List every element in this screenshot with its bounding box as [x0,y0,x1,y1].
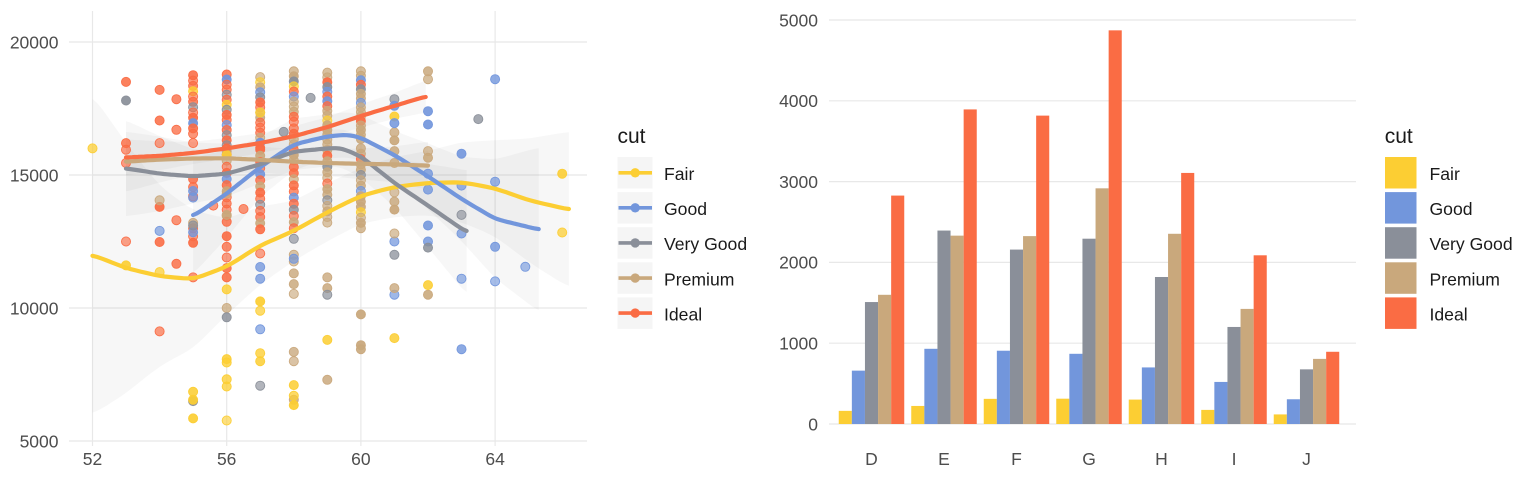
svg-text:Good: Good [1430,199,1473,219]
svg-text:20000: 20000 [10,32,59,52]
svg-text:15000: 15000 [10,165,59,185]
svg-text:Fair: Fair [1430,164,1460,184]
svg-text:56: 56 [217,449,236,469]
svg-text:64: 64 [485,449,505,469]
svg-text:Very Good: Very Good [664,234,747,254]
svg-text:Good: Good [664,199,707,219]
svg-text:52: 52 [83,449,102,469]
svg-text:Premium: Premium [1430,269,1500,289]
svg-text:Ideal: Ideal [664,304,702,324]
svg-text:F: F [1011,449,1022,469]
svg-text:J: J [1302,449,1311,469]
svg-text:10000: 10000 [10,298,59,318]
svg-text:Fair: Fair [664,164,694,184]
svg-text:cut: cut [618,125,646,148]
svg-text:Premium: Premium [664,269,734,289]
svg-text:H: H [1155,449,1168,469]
svg-text:E: E [938,449,950,469]
svg-text:2000: 2000 [779,253,818,273]
svg-text:3000: 3000 [779,172,818,192]
svg-text:Ideal: Ideal [1430,304,1468,324]
svg-text:0: 0 [808,414,818,434]
svg-text:5000: 5000 [20,431,59,451]
svg-text:G: G [1082,449,1096,469]
svg-text:cut: cut [1385,125,1413,148]
svg-text:4000: 4000 [779,91,818,111]
svg-text:Very Good: Very Good [1430,234,1513,254]
svg-text:60: 60 [351,449,371,469]
svg-text:5000: 5000 [779,10,818,30]
svg-text:1000: 1000 [779,334,818,354]
svg-text:D: D [865,449,878,469]
svg-text:I: I [1232,449,1237,469]
